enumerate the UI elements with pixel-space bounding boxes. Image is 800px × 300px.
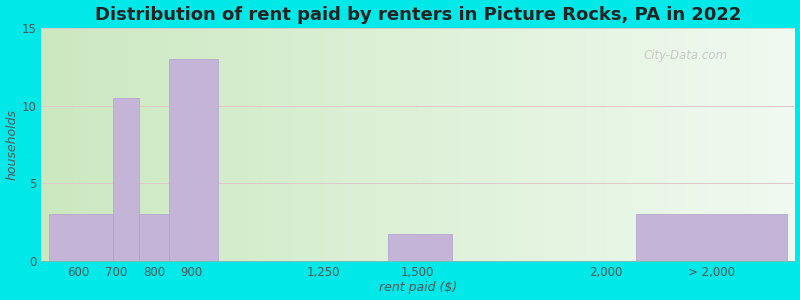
Bar [169, 59, 218, 261]
Bar [113, 98, 139, 261]
X-axis label: rent paid ($): rent paid ($) [378, 281, 457, 294]
Bar [388, 234, 452, 261]
Bar [139, 214, 169, 261]
Title: Distribution of rent paid by renters in Picture Rocks, PA in 2022: Distribution of rent paid by renters in … [94, 6, 741, 24]
Text: City-Data.com: City-Data.com [644, 49, 728, 62]
Bar [49, 214, 113, 261]
Y-axis label: households: households [6, 109, 18, 180]
Bar [636, 214, 787, 261]
